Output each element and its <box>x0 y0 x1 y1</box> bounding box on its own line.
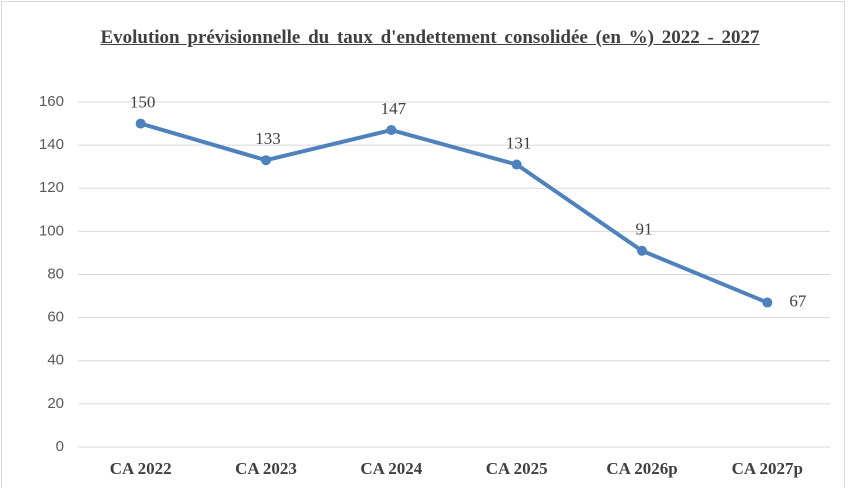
data-label: 150 <box>130 92 156 111</box>
y-tick-label: 100 <box>39 222 64 239</box>
y-tick-label: 60 <box>47 309 64 326</box>
point <box>511 159 522 170</box>
x-tick-label: CA 2022 <box>110 459 172 478</box>
point <box>762 297 773 308</box>
line <box>140 121 769 305</box>
data-label: 131 <box>506 133 532 152</box>
x-tick-label: CA 2023 <box>235 459 297 478</box>
y-tick-label: 160 <box>39 93 64 110</box>
y-tick-label: 20 <box>47 395 64 412</box>
data-label: 133 <box>255 129 281 148</box>
chart-title: Evolution prévisionnelle du taux d'endet… <box>100 27 760 48</box>
x-tick-label: CA 2024 <box>360 459 422 478</box>
y-tick-label: 0 <box>56 438 64 455</box>
data-label: 91 <box>636 220 653 239</box>
point <box>386 125 397 136</box>
x-tick-label: CA 2025 <box>486 459 548 478</box>
y-tick-label: 120 <box>39 179 64 196</box>
data-label: 67 <box>789 291 807 310</box>
point <box>135 118 146 129</box>
point <box>261 155 271 166</box>
y-tick-label: 80 <box>47 265 64 282</box>
point <box>637 245 647 256</box>
y-tick-label: 40 <box>47 352 64 369</box>
data-label: 147 <box>381 99 407 118</box>
x-tick-label: CA 2026p <box>606 459 677 478</box>
y-tick-label: 140 <box>39 136 64 153</box>
x-tick-label: CA 2027p <box>732 459 803 478</box>
